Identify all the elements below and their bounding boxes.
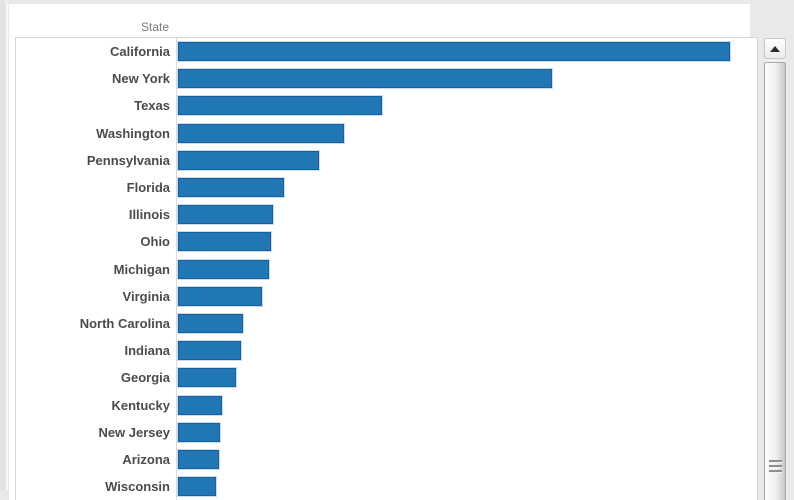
bar[interactable] [178, 286, 262, 306]
bar[interactable] [178, 232, 271, 252]
bar[interactable] [178, 449, 219, 469]
thumb-grip-icon [769, 460, 782, 475]
bar[interactable] [178, 259, 269, 279]
bar[interactable] [178, 395, 222, 415]
table-row: California [16, 38, 757, 66]
table-row: North Carolina [16, 309, 757, 338]
row-label[interactable]: Kentucky [16, 391, 177, 419]
table-row: Pennsylvania [16, 146, 757, 174]
bar[interactable] [178, 422, 220, 442]
row-label[interactable]: New York [16, 65, 177, 93]
left-panel-edge [0, 0, 8, 490]
table-row: Texas [16, 92, 757, 120]
bar[interactable] [178, 150, 319, 170]
row-label[interactable]: Florida [16, 173, 177, 202]
table-row: New York [16, 65, 757, 93]
table-row: Michigan [16, 255, 757, 283]
table-row: New Jersey [16, 418, 757, 446]
bar[interactable] [178, 205, 273, 225]
table-row: Georgia [16, 364, 757, 392]
bar[interactable] [178, 96, 382, 116]
table-row: Kentucky [16, 391, 757, 419]
row-label[interactable]: North Carolina [16, 309, 177, 338]
row-label[interactable]: Texas [16, 92, 177, 120]
bar[interactable] [178, 477, 216, 497]
row-label[interactable]: New Jersey [16, 418, 177, 446]
row-label[interactable]: California [16, 38, 177, 66]
row-label[interactable]: Georgia [16, 364, 177, 392]
table-row: Florida [16, 173, 757, 202]
vertical-scrollbar[interactable] [764, 37, 787, 500]
row-label[interactable]: Indiana [16, 337, 177, 365]
table-row: Virginia [16, 282, 757, 310]
chart-pane: California New York Texas Washington Pennsyl… [15, 37, 758, 500]
scrollbar-up-button[interactable] [764, 38, 786, 59]
bar[interactable] [178, 178, 284, 198]
row-label[interactable]: Washington [16, 119, 177, 147]
table-row: Washington [16, 119, 757, 147]
row-label[interactable]: Michigan [16, 255, 177, 283]
row-label[interactable]: Pennsylvania [16, 146, 177, 174]
up-arrow-icon [770, 45, 780, 52]
column-header-state: State [140, 20, 170, 34]
table-row: Wisconsin [16, 473, 757, 500]
row-label[interactable]: Wisconsin [16, 473, 177, 500]
scrollbar-thumb[interactable] [764, 62, 786, 500]
row-label[interactable]: Illinois [16, 201, 177, 229]
bar[interactable] [178, 313, 243, 333]
bar[interactable] [178, 341, 241, 361]
bar-rows-container: California New York Texas Washington Pennsyl… [16, 38, 757, 500]
table-row: Indiana [16, 337, 757, 365]
table-row: Illinois [16, 201, 757, 229]
row-label[interactable]: Virginia [16, 282, 177, 310]
bar[interactable] [178, 69, 552, 89]
row-label[interactable]: Arizona [16, 445, 177, 473]
bar[interactable] [178, 42, 730, 62]
bar[interactable] [178, 368, 236, 388]
table-row: Arizona [16, 445, 757, 473]
row-label[interactable]: Ohio [16, 228, 177, 256]
table-row: Ohio [16, 228, 757, 256]
bar[interactable] [178, 123, 344, 143]
